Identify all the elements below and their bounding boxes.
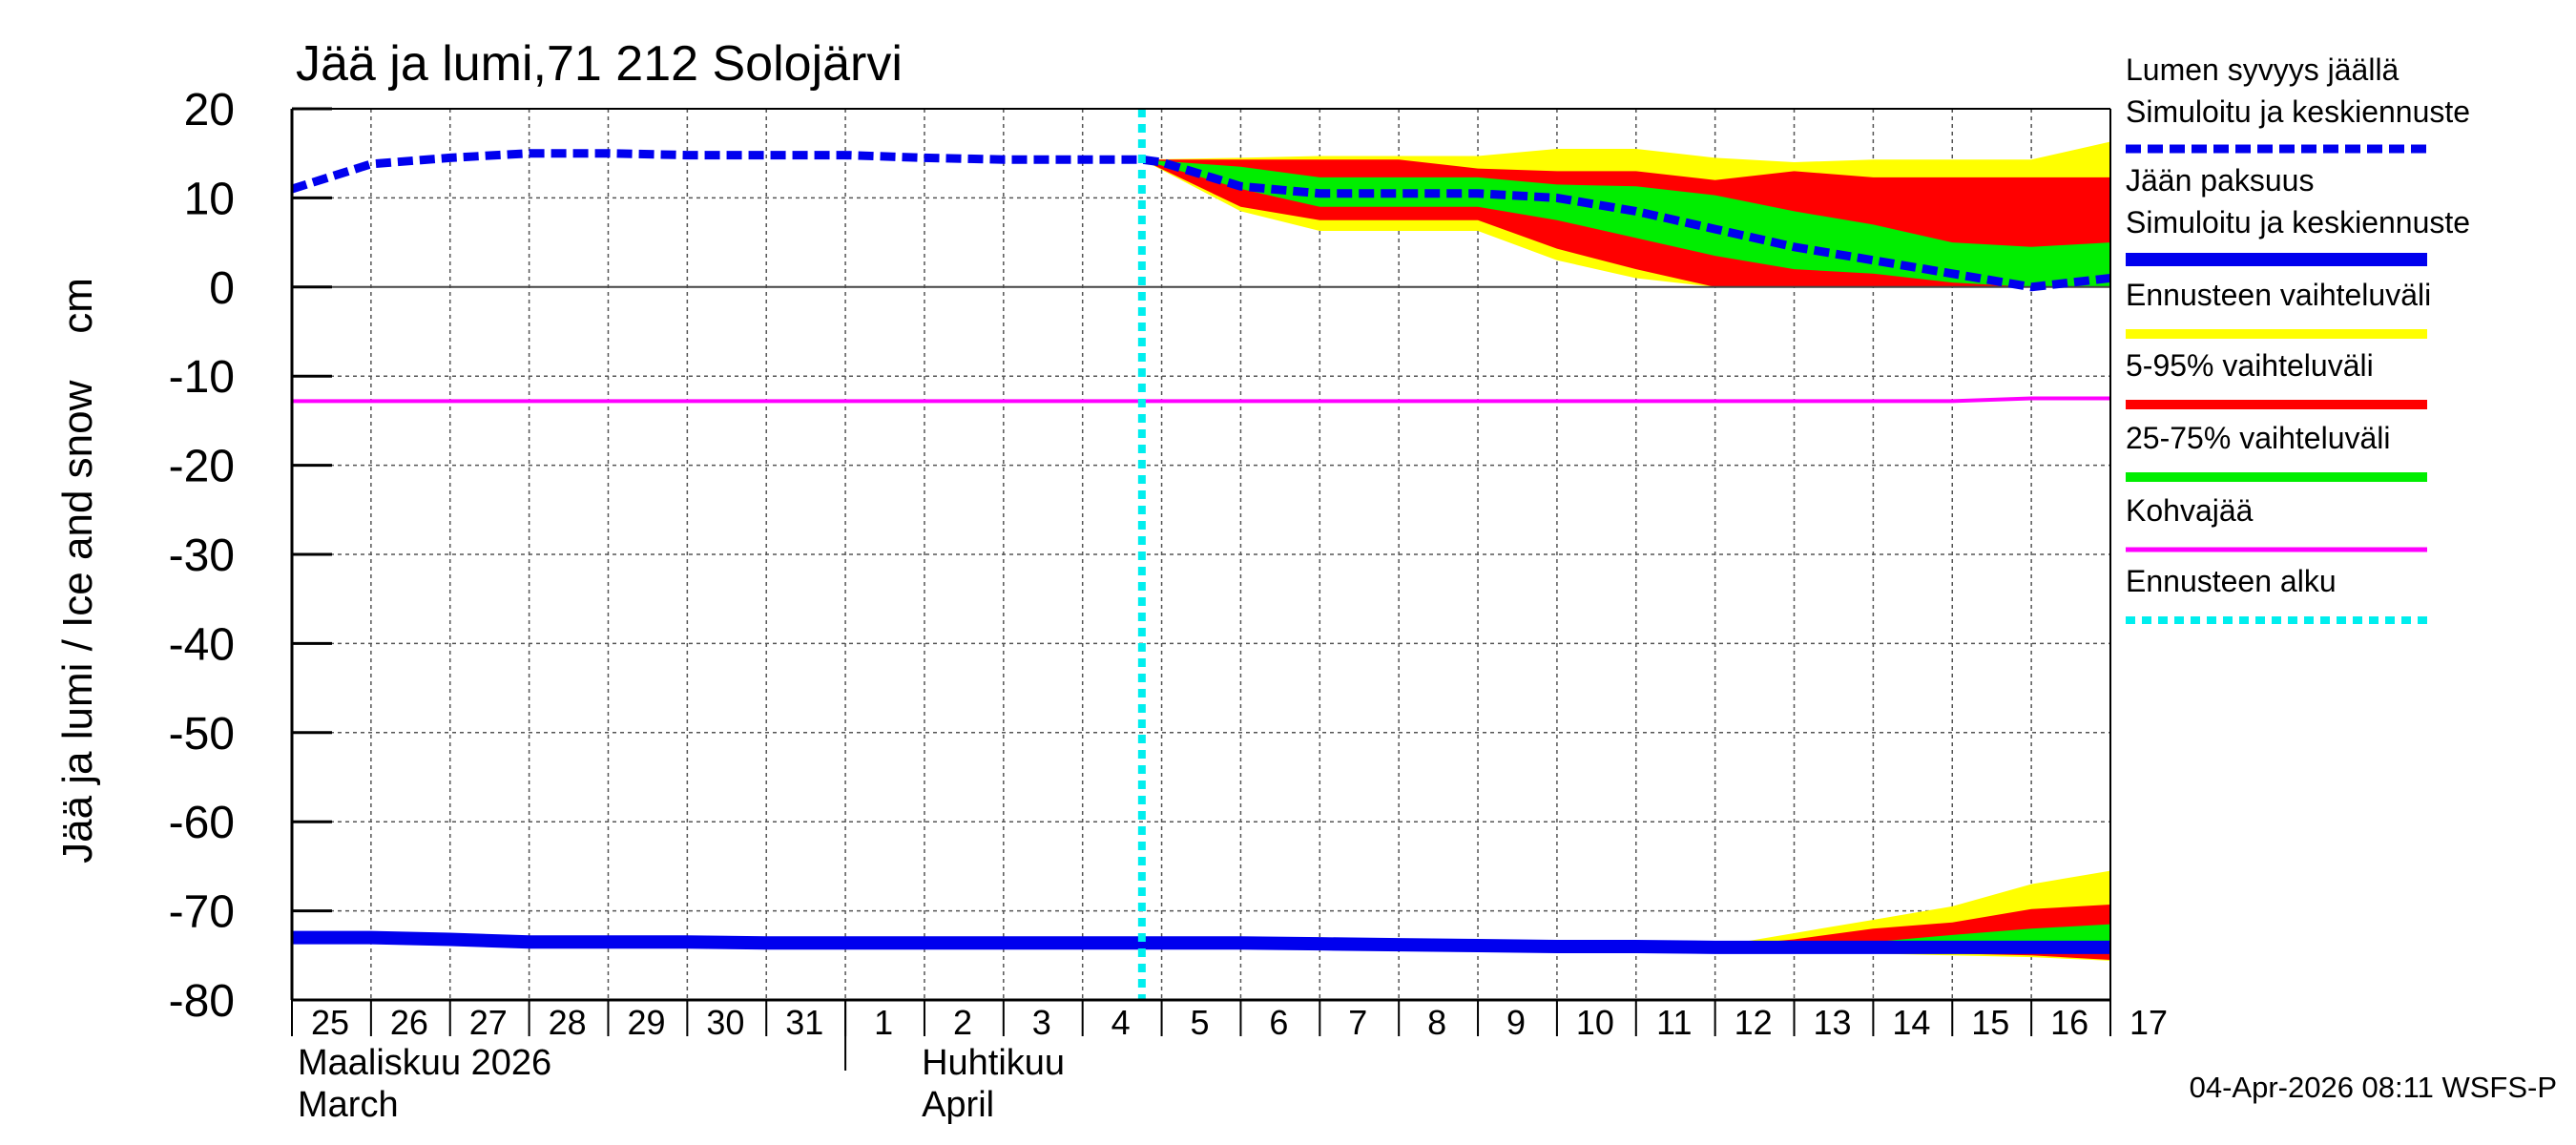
month-label-fi: Huhtikuu	[922, 1043, 1065, 1083]
y-tick-label: 10	[184, 174, 235, 224]
x-tick-label: 6	[1269, 1003, 1288, 1042]
footer-timestamp: 04-Apr-2026 08:11 WSFS-P	[2190, 1071, 2557, 1104]
legend-label: Ennusteen vaihteluväli	[2126, 278, 2431, 312]
y-tick-label: -20	[169, 442, 235, 492]
x-tick-label: 1	[874, 1003, 893, 1042]
legend-label: Kohvajää	[2126, 493, 2254, 528]
month-label-fi: Maaliskuu 2026	[298, 1043, 551, 1083]
y-tick-label: -70	[169, 887, 235, 938]
x-tick-label: 9	[1506, 1003, 1526, 1042]
x-tick-label: 5	[1191, 1003, 1210, 1042]
y-tick-label: -40	[169, 619, 235, 670]
y-tick-label: 20	[184, 85, 235, 135]
ice-thickness-line	[292, 930, 2110, 954]
legend-label: Ennusteen alku	[2126, 564, 2337, 598]
x-tick-label: 30	[706, 1003, 744, 1042]
x-tick-label: 3	[1032, 1003, 1051, 1042]
x-tick-label: 12	[1735, 1003, 1773, 1042]
x-tick-label: 14	[1892, 1003, 1930, 1042]
x-tick-label: 16	[2050, 1003, 2088, 1042]
x-tick-label: 15	[1971, 1003, 2009, 1042]
chart-title: Jää ja lumi,71 212 Solojärvi	[296, 36, 903, 92]
x-tick-label: 10	[1576, 1003, 1614, 1042]
y-tick-label: -80	[169, 976, 235, 1027]
x-tick-label: 29	[627, 1003, 665, 1042]
y-tick-label: -30	[169, 531, 235, 581]
legend-label: Jään paksuus	[2126, 163, 2314, 198]
x-tick-label: 7	[1348, 1003, 1367, 1042]
x-tick-label: 4	[1111, 1003, 1131, 1042]
legend-label: 25-75% vaihteluväli	[2126, 421, 2391, 455]
y-tick-label: -10	[169, 352, 235, 403]
legend-sublabel: Simuloitu ja keskiennuste	[2126, 205, 2470, 239]
y-axis-label: Jää ja lumi / Ice and snow cm	[54, 278, 101, 864]
legend-label: 5-95% vaihteluväli	[2126, 348, 2374, 383]
x-tick-label: 31	[785, 1003, 823, 1042]
x-tick-label: 17	[2129, 1003, 2168, 1042]
x-tick-label: 2	[953, 1003, 972, 1042]
x-tick-label: 13	[1813, 1003, 1851, 1042]
x-tick-label: 8	[1427, 1003, 1446, 1042]
legend-sublabel: Simuloitu ja keskiennuste	[2126, 94, 2470, 129]
x-tick-label: 28	[549, 1003, 587, 1042]
month-label-en: April	[922, 1085, 994, 1125]
legend-label: Lumen syvyys jäällä	[2126, 52, 2399, 87]
slush-ice-line	[292, 396, 2110, 404]
y-tick-label: -50	[169, 709, 235, 760]
legend: Lumen syvyys jäällä Simuloitu ja keskienn…	[2126, 52, 2470, 624]
snow-depth-line	[290, 149, 2111, 292]
x-tick-label: 27	[469, 1003, 508, 1042]
y-tick-label: -60	[169, 798, 235, 848]
x-tick-label: 25	[311, 1003, 349, 1042]
month-label-en: March	[298, 1085, 399, 1125]
x-tick-label: 26	[390, 1003, 428, 1042]
x-tick-label: 11	[1656, 1003, 1692, 1042]
y-tick-label: 0	[209, 263, 235, 314]
